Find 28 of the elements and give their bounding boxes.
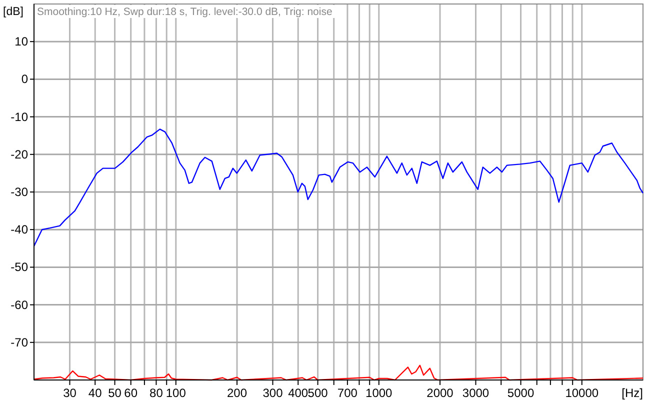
x-tick-label: 300 xyxy=(262,386,284,400)
x-tick-label: 200 xyxy=(226,386,248,400)
x-tick-label: 40 xyxy=(88,386,102,400)
x-axis-title: [Hz] xyxy=(622,386,643,400)
y-tick-label: -60 xyxy=(10,298,28,312)
x-tick-label: 500 xyxy=(308,386,328,400)
y-tick-label: -30 xyxy=(10,185,28,199)
x-tick-label: 50 xyxy=(108,386,122,400)
x-tick-label: 2000 xyxy=(426,386,454,400)
chart-title: Smoothing:10 Hz, Swp dur:18 s, Trig. level:-30.0 dB, Trig: noise xyxy=(37,6,332,18)
x-tick-label: 5000 xyxy=(507,386,534,400)
y-tick-label: 0 xyxy=(21,72,28,86)
x-tick-label: 80 xyxy=(150,386,164,400)
x-tick-label: 1000 xyxy=(366,386,393,400)
y-axis-title: [dB] xyxy=(3,6,24,18)
x-tick-label: 3000 xyxy=(462,386,490,400)
x-tick-label: 400 xyxy=(288,386,308,400)
y-tick-label: -20 xyxy=(10,147,28,162)
y-tick-label: 10 xyxy=(14,34,28,49)
x-tick-label: 700 xyxy=(337,386,358,400)
y-tick-label: -40 xyxy=(10,222,28,237)
y-tick-label: -50 xyxy=(10,260,28,274)
x-tick-label: 30 xyxy=(63,386,77,400)
y-tick-label: -10 xyxy=(10,110,28,124)
x-tick-label: 60 xyxy=(124,386,138,400)
x-tick-label: 10000 xyxy=(565,386,599,400)
y-tick-label: -70 xyxy=(10,335,28,350)
x-tick-label: 100 xyxy=(166,386,186,400)
